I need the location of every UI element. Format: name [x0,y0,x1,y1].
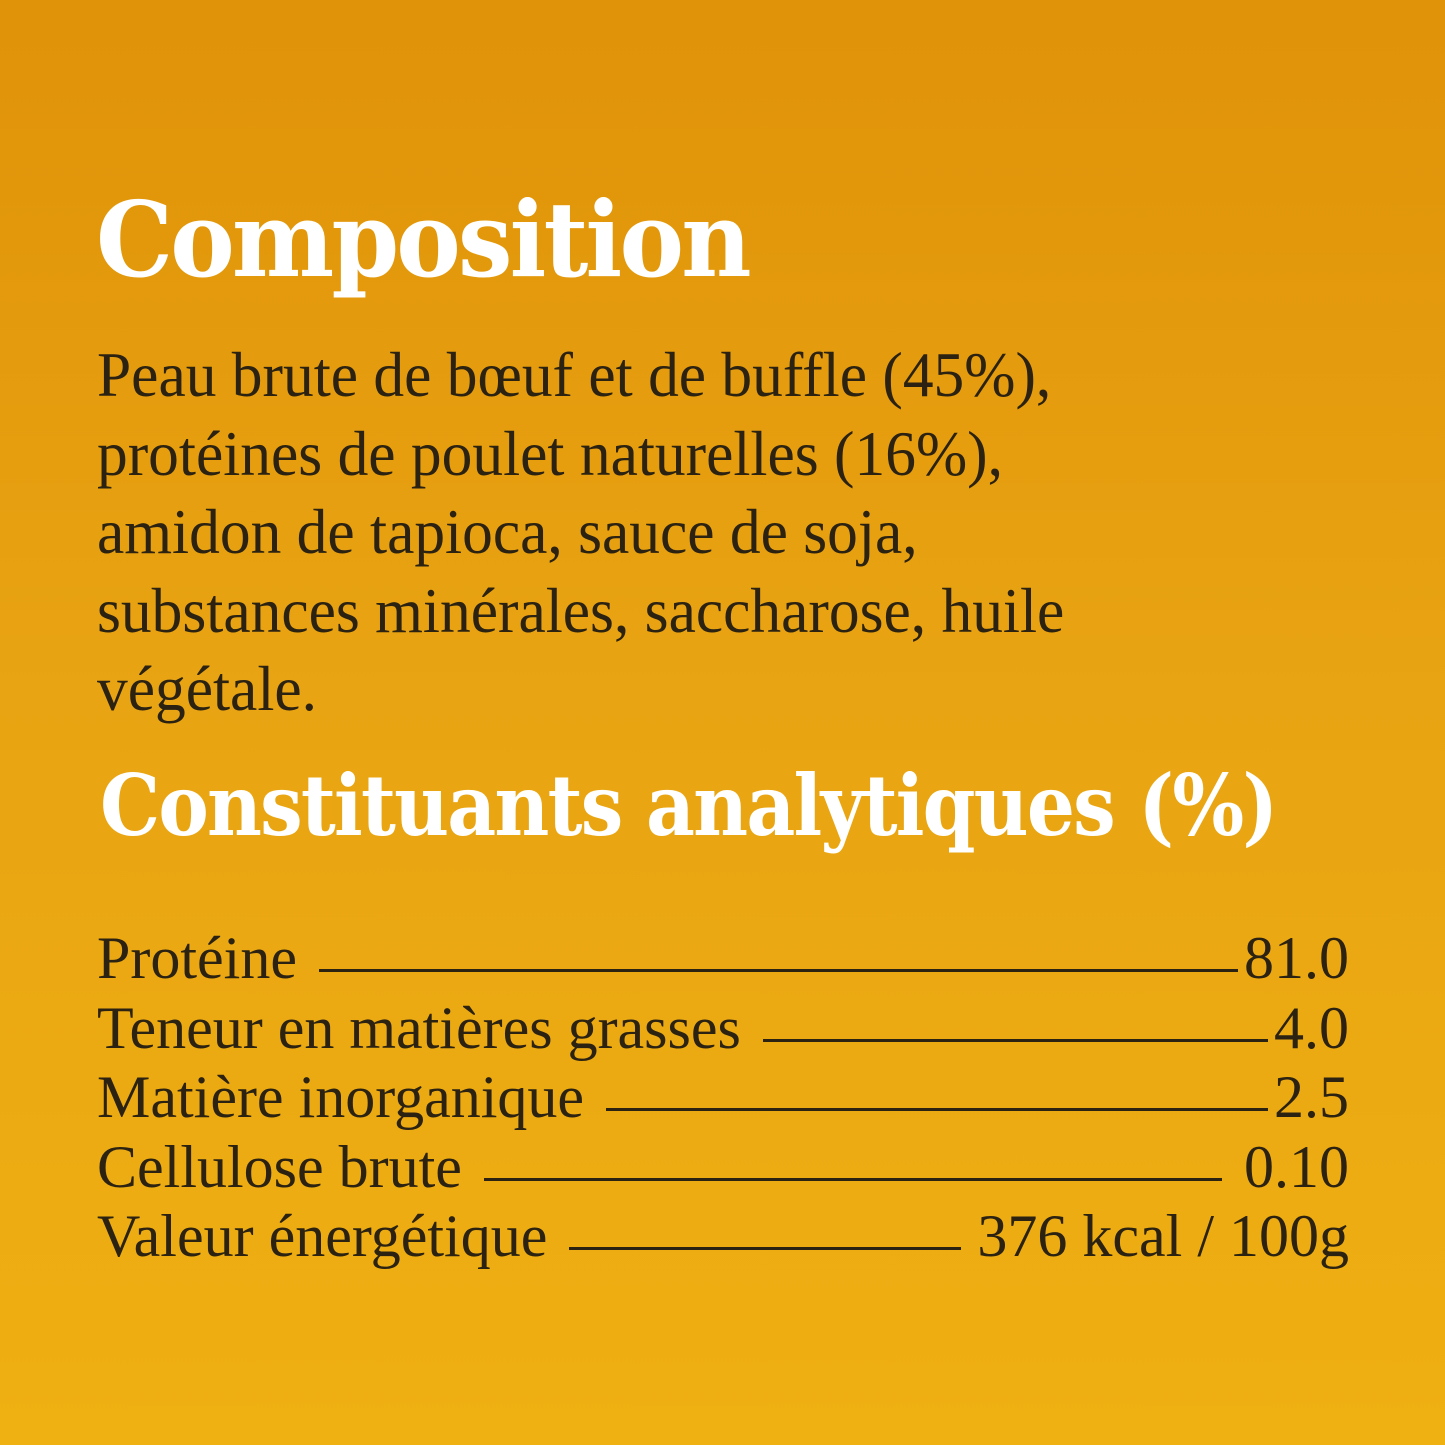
row-value: 2.5 [1274,1064,1349,1130]
row-value: 4.0 [1274,994,1349,1061]
row-label: Valeur énergétique [97,1203,548,1269]
table-row: Cellulose brute 0.10 [97,1133,1349,1203]
leader-line [318,969,1238,972]
composition-text: Peau brute de bœuf et de buffle (45%), p… [97,336,1105,729]
row-label: Cellulose brute [97,1133,462,1200]
row-label: Teneur en matières grasses [97,994,741,1061]
leader-line [569,1247,962,1250]
row-label: Matière inorganique [97,1064,585,1130]
row-value: 376 kcal / 100g [977,1203,1349,1269]
leader-line [762,1038,1268,1042]
row-value: 0.10 [1244,1133,1349,1200]
composition-line: substances minérales, saccharose, huile [97,574,1065,646]
row-value: 81.0 [1244,925,1349,991]
analytical-table: Protéine 81.0 Teneur en matières grasses… [97,924,1349,1272]
leader-line [606,1108,1268,1111]
table-row: Matière inorganique 2.5 [97,1063,1349,1133]
analytical-heading: Constituants analytiques (%) [100,756,1278,855]
row-label: Protéine [97,925,297,991]
leader-line [483,1177,1222,1181]
table-row: Teneur en matières grasses 4.0 [97,994,1349,1064]
table-row: Valeur énergétique 376 kcal / 100g [97,1202,1349,1272]
composition-line: amidon de tapioca, sauce de soja, [97,496,918,567]
composition-line: protéines de poulet naturelles (16%), [97,417,1003,489]
composition-line: végétale. [97,653,318,724]
table-row: Protéine 81.0 [97,924,1349,994]
composition-line: Peau brute de bœuf et de buffle (45%), [97,339,1052,410]
composition-heading: Composition [96,178,752,301]
